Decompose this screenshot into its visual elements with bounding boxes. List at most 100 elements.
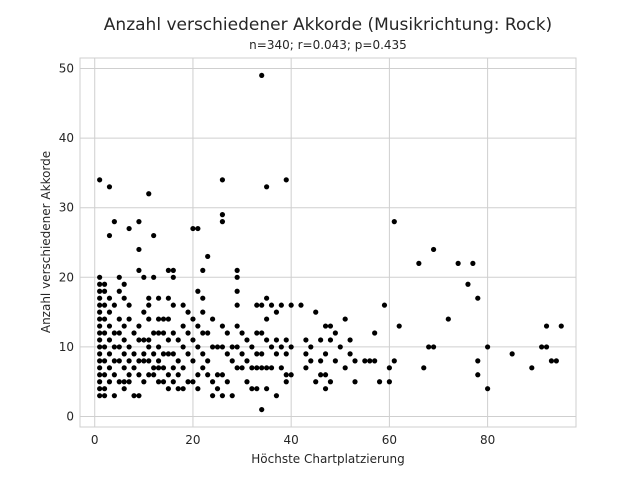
data-point	[362, 358, 368, 364]
data-point	[327, 379, 334, 385]
data-point	[106, 309, 113, 315]
data-point	[165, 267, 171, 273]
data-point	[185, 330, 191, 336]
data-point	[485, 386, 491, 392]
data-point	[342, 365, 348, 371]
data-point	[146, 372, 152, 378]
data-point	[224, 330, 230, 336]
data-point	[239, 330, 245, 336]
data-point	[195, 386, 201, 392]
data-point	[214, 372, 221, 378]
data-point	[259, 302, 265, 308]
data-point	[372, 358, 378, 364]
data-point	[131, 365, 137, 371]
data-point	[175, 358, 181, 364]
data-point	[558, 323, 564, 329]
data-point	[288, 302, 294, 308]
data-point	[421, 365, 427, 371]
data-point	[190, 358, 196, 364]
data-point	[234, 344, 240, 350]
data-point	[146, 316, 152, 322]
data-point	[254, 302, 260, 308]
grid-lines	[80, 58, 576, 427]
data-point	[121, 323, 127, 329]
data-point	[200, 330, 206, 336]
data-point	[151, 372, 157, 378]
data-points	[97, 72, 564, 413]
chart-subtitle: n=340; r=0.043; p=0.435	[249, 38, 407, 52]
data-point	[332, 358, 338, 364]
data-point	[303, 351, 309, 357]
data-point	[126, 379, 132, 385]
data-point	[175, 337, 181, 343]
data-point	[308, 358, 314, 364]
data-point	[126, 372, 132, 378]
data-point	[195, 323, 201, 329]
data-point	[195, 225, 201, 232]
data-point	[136, 246, 142, 253]
data-point	[101, 316, 108, 322]
data-point	[205, 372, 211, 378]
data-point	[190, 337, 196, 343]
data-point	[200, 309, 206, 315]
data-point	[141, 309, 147, 315]
data-point	[372, 330, 378, 336]
data-point	[543, 344, 550, 350]
data-point	[141, 379, 147, 385]
data-point	[165, 295, 171, 301]
data-point	[254, 330, 260, 336]
data-point	[322, 323, 329, 329]
data-point	[170, 379, 176, 385]
data-point	[165, 337, 171, 343]
data-point	[234, 302, 240, 308]
data-point	[430, 344, 437, 350]
data-point	[264, 316, 270, 322]
data-point	[475, 358, 481, 364]
data-point	[180, 386, 186, 392]
data-point	[264, 337, 270, 343]
data-point	[175, 372, 181, 378]
data-point	[151, 232, 157, 239]
data-point	[160, 379, 167, 385]
data-point	[146, 302, 152, 308]
data-point	[116, 330, 122, 336]
data-point	[101, 288, 108, 294]
data-point	[205, 358, 211, 364]
data-point	[200, 365, 206, 371]
data-point	[101, 281, 108, 287]
data-point	[116, 316, 122, 322]
data-point	[347, 337, 353, 343]
data-point	[131, 393, 137, 399]
data-point	[543, 323, 550, 329]
data-point	[106, 232, 113, 239]
data-point	[185, 309, 191, 315]
data-point	[283, 379, 289, 385]
data-point	[337, 344, 343, 350]
data-point	[244, 358, 250, 364]
data-point	[283, 337, 289, 343]
data-point	[101, 386, 108, 392]
data-point	[209, 379, 216, 385]
data-point	[165, 316, 171, 322]
data-point	[101, 330, 108, 336]
data-point	[318, 358, 324, 364]
data-point	[126, 225, 132, 232]
data-point	[165, 386, 171, 392]
data-point	[136, 323, 142, 329]
data-point	[273, 351, 280, 357]
data-point	[229, 393, 235, 399]
data-point	[254, 386, 260, 392]
data-point	[288, 372, 294, 378]
data-point	[264, 365, 270, 371]
data-point	[180, 323, 186, 329]
data-point	[195, 288, 201, 294]
data-point	[141, 337, 147, 343]
data-point	[268, 302, 275, 308]
data-point	[151, 330, 157, 336]
data-point	[249, 344, 255, 350]
data-point	[97, 386, 103, 392]
data-point	[539, 344, 545, 350]
data-point	[283, 351, 289, 357]
data-point	[146, 337, 152, 343]
data-point	[259, 351, 265, 357]
